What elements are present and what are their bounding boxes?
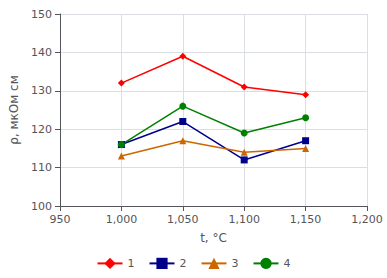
- svg-text:100: 100: [31, 200, 52, 213]
- svg-text:150: 150: [31, 8, 52, 21]
- svg-text:130: 130: [31, 84, 52, 97]
- svg-text:3: 3: [232, 257, 239, 270]
- svg-text:140: 140: [31, 46, 52, 59]
- svg-text:2: 2: [180, 257, 187, 270]
- svg-text:4: 4: [283, 257, 290, 270]
- svg-text:120: 120: [31, 123, 52, 136]
- svg-text:950: 950: [50, 213, 71, 226]
- svg-text:1: 1: [128, 257, 135, 270]
- svg-text:1,000: 1,000: [106, 213, 137, 226]
- svg-text:1,100: 1,100: [228, 213, 260, 226]
- svg-text:1,200: 1,200: [351, 213, 383, 226]
- svg-text:t, °C: t, °C: [200, 231, 227, 245]
- svg-text:110: 110: [31, 161, 52, 174]
- svg-text:ρ, мкОм см: ρ, мкОм см: [7, 75, 21, 145]
- svg-text:1,050: 1,050: [167, 213, 199, 226]
- svg-text:1,150: 1,150: [290, 213, 322, 226]
